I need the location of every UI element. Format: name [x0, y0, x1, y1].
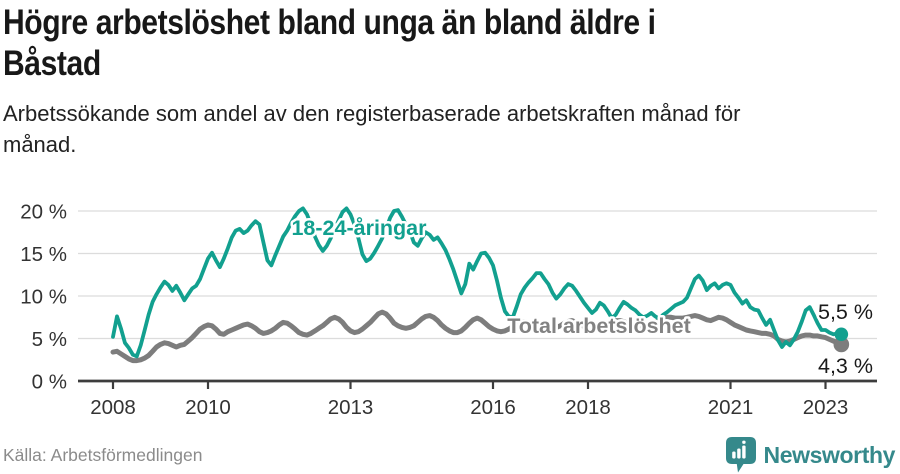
newsworthy-logo-text: Newsworthy	[763, 441, 896, 468]
y-axis-label-20: 20 %	[20, 201, 67, 224]
series-label-youth: 18-24-åringar	[291, 216, 427, 240]
page-title-line1: Högre arbetslöshet bland unga än bland ä…	[3, 3, 656, 42]
y-axis-label-15: 15 %	[20, 243, 67, 266]
page-title-line2: Båstad	[3, 44, 101, 83]
page-title: Högre arbetslöshet bland unga än bland ä…	[3, 2, 762, 84]
chart-subtitle-line1: Arbetssökande som andel av den registerb…	[3, 101, 741, 126]
source-note: Källa: Arbetsförmedlingen	[3, 445, 203, 465]
series-line-youth	[111, 206, 844, 359]
x-axis-label-2016: 2016	[470, 396, 516, 419]
series-line-total	[110, 309, 844, 364]
series-end-value-total: 4,3 %	[818, 354, 873, 378]
y-axis-label-0: 0 %	[32, 371, 67, 394]
chart-subtitle-line2: månad.	[3, 132, 77, 157]
x-axis-label-2018: 2018	[565, 396, 611, 419]
x-axis-label-2010: 2010	[185, 396, 231, 419]
x-axis-label-2021: 2021	[708, 396, 754, 419]
chart-subtitle: Arbetssökande som andel av den registerb…	[3, 98, 740, 160]
newsworthy-logo-icon	[725, 437, 756, 473]
series-end-dot-youth	[834, 327, 849, 342]
y-axis-label-10: 10 %	[20, 286, 67, 309]
x-axis-label-2008: 2008	[90, 396, 136, 419]
x-axis-label-2023: 2023	[803, 396, 849, 419]
y-axis-label-5: 5 %	[32, 328, 67, 351]
series-label-total: Total arbetslöshet	[507, 314, 691, 338]
x-axis-label-2013: 2013	[328, 396, 374, 419]
newsworthy-logo[interactable]: Newsworthy	[725, 437, 896, 473]
series-end-value-youth: 5,5 %	[818, 300, 873, 324]
line-chart: 0 % 5 % 10 % 15 % 20 % 2008 2010 2013 2016 2018 20…	[20, 201, 877, 419]
series-end-dot-total	[833, 336, 850, 353]
